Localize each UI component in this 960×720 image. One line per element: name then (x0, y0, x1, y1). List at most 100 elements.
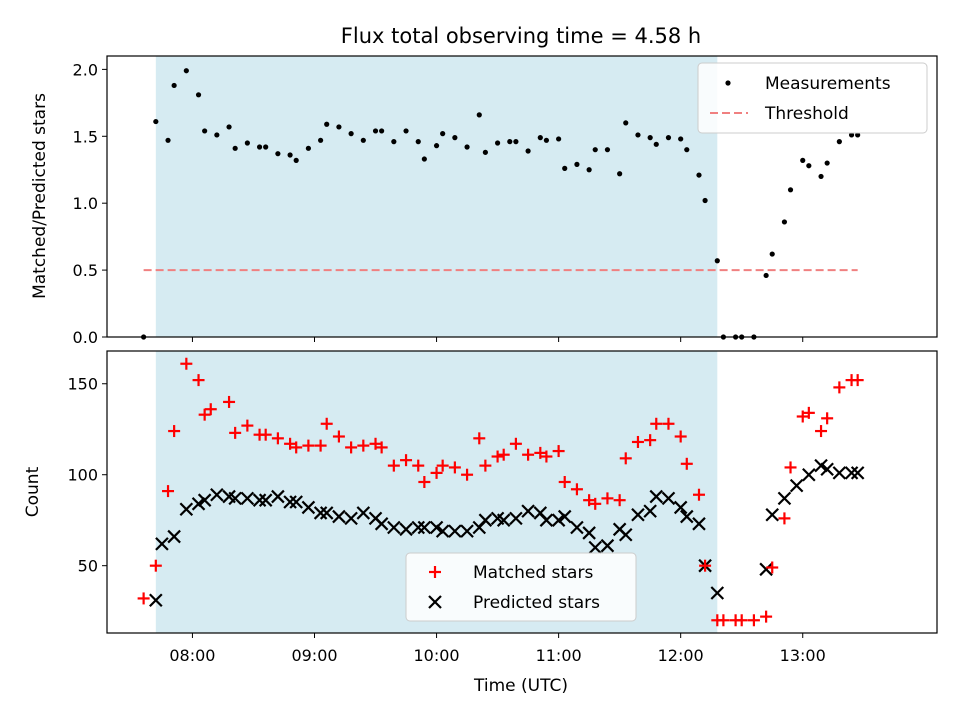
measurement-point (592, 147, 598, 153)
matched-star-point (400, 454, 413, 467)
measurement-point (232, 145, 238, 151)
measurement-point (293, 157, 299, 163)
predicted-star-point (435, 524, 450, 538)
predicted-star-point (313, 506, 328, 520)
bottom-x-axis-ticks: 08:00 09:00 10:00 11:00 12:00 13:00 (169, 633, 826, 665)
bottom-axes-frame (106, 350, 938, 634)
measurement-point (379, 128, 385, 134)
predicted-star-point (521, 504, 535, 518)
measurement-point (214, 132, 220, 138)
predicted-star-point (588, 540, 603, 555)
legend-measurements-label: Measurements (765, 74, 891, 94)
matched-star-point (271, 432, 284, 445)
measurement-point (653, 141, 659, 147)
measurement-point (421, 156, 427, 162)
bottom-y-tick-label: 100 (67, 466, 98, 485)
legend-measurements-marker (725, 80, 731, 86)
matched-star-point (613, 494, 626, 507)
matched-star-point (332, 430, 345, 443)
predicted-star-point (759, 562, 773, 577)
matched-star-point (369, 437, 382, 450)
legend-predicted-marker (428, 595, 442, 609)
predicted-star-point (478, 513, 493, 527)
measurement-point (562, 165, 568, 171)
measurement-point (348, 131, 354, 137)
matched-star-point (802, 406, 815, 419)
measurement-point (836, 139, 842, 145)
measurement-point (360, 137, 366, 143)
predicted-star-point (551, 513, 566, 527)
measurement-point (696, 172, 702, 178)
matched-star-point (198, 408, 211, 421)
matched-star-point (345, 441, 358, 454)
measurement-point (195, 92, 202, 98)
top-panel: 0.00.51.01.52.0 Matched/Predicted stars … (30, 55, 938, 347)
measurement-point (171, 82, 177, 89)
predicted-star-point (387, 520, 401, 535)
predicted-star-point (789, 478, 804, 493)
measurement-point (507, 139, 513, 145)
measurement-point (556, 136, 562, 142)
measurement-point (318, 137, 324, 143)
matched-star-point (760, 610, 773, 623)
measurement-point (244, 140, 250, 146)
matched-star-point (229, 426, 242, 439)
legend-predicted-label: Predicted stars (473, 593, 600, 613)
predicted-star-point (167, 529, 181, 544)
legend-matched-label: Matched stars (473, 563, 593, 583)
predicted-star-point (582, 526, 596, 540)
top-y-axis-label: Matched/Predicted stars (30, 93, 50, 299)
predicted-star-point (814, 458, 828, 473)
top-shaded-region (155, 56, 718, 337)
measurement-point (543, 137, 550, 143)
predicted-star-point (802, 467, 816, 482)
predicted-star-point (539, 513, 554, 527)
legend-threshold-label: Threshold (764, 104, 849, 124)
measurement-point (183, 68, 189, 74)
bottom-y-tick-label: 50 (78, 557, 98, 576)
matched-star-point (412, 459, 425, 472)
measurement-point (452, 135, 458, 141)
predicted-star-point (710, 586, 725, 600)
matched-star-point (461, 468, 474, 481)
matched-star-point (204, 403, 217, 416)
measurement-point (263, 144, 269, 150)
matched-star-point (644, 434, 657, 447)
matched-star-point (778, 512, 791, 525)
matched-star-point (601, 492, 614, 505)
measurement-point (769, 251, 775, 257)
measurement-point (513, 139, 519, 145)
matched-star-point (314, 439, 327, 452)
bottom-y-axis-ticks: 50 100 150 (67, 375, 107, 576)
matched-star-point (570, 483, 583, 496)
measurement-point (305, 145, 311, 151)
predicted-star-point (631, 507, 645, 522)
measurement-point (537, 135, 543, 141)
measurement-point (714, 258, 720, 264)
top-axes-frame (106, 55, 938, 338)
top-x-axis-ticks (191, 337, 804, 342)
measurement-point (256, 144, 263, 150)
predicted-star-point (673, 500, 688, 515)
predicted-star-point (179, 502, 194, 517)
measurement-point (525, 148, 531, 154)
matched-star-point (851, 374, 864, 387)
predicted-star-point (557, 509, 572, 524)
measurement-point (787, 187, 794, 193)
top-y-tick-label: 1.0 (73, 194, 98, 213)
predicted-star-point (149, 593, 163, 608)
matched-star-point (387, 459, 400, 472)
matched-star-point (796, 410, 809, 423)
predicted-star-point (600, 538, 615, 553)
predicted-star-point (844, 466, 859, 480)
measurement-point (818, 173, 824, 180)
measurement-point (848, 132, 855, 138)
matched-star-point (784, 461, 797, 474)
matched-star-point (479, 459, 492, 472)
measurement-point (372, 128, 379, 134)
matched-star-point (241, 419, 254, 432)
measurement-point (153, 118, 159, 125)
matched-star-point (717, 614, 730, 627)
predicted-star-point (258, 493, 273, 507)
